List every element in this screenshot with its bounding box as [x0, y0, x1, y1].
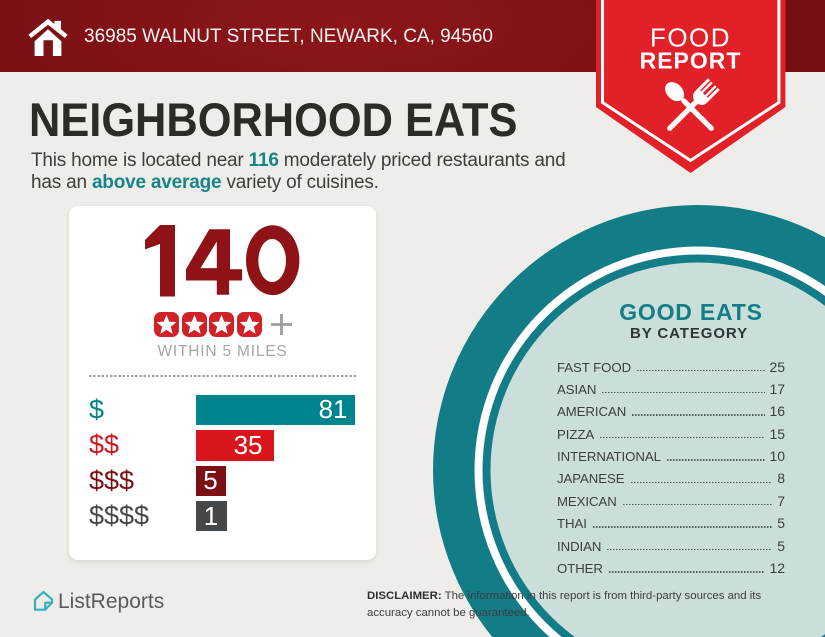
- svg-text:REPORT: REPORT: [640, 48, 742, 74]
- svg-text:FOOD: FOOD: [650, 23, 731, 53]
